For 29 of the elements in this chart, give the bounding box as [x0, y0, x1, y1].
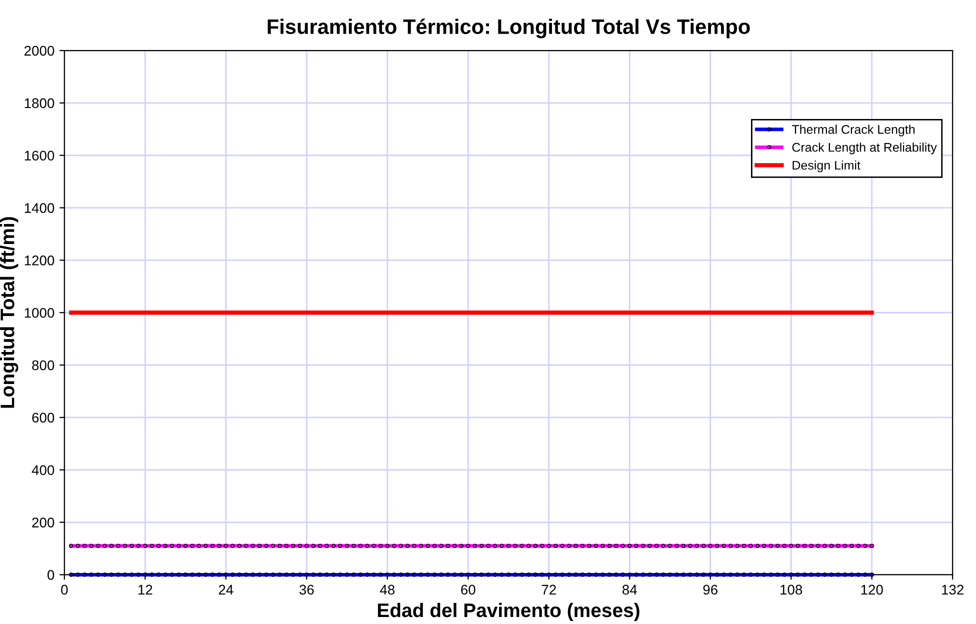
x-tick-label: 132: [942, 584, 964, 595]
x-tick-label: 96: [703, 584, 718, 595]
y-tick-label: 1400: [24, 203, 54, 213]
y-tick-label: 200: [32, 518, 54, 528]
chart-title: Fisuramiento Térmico: Longitud Total Vs Tiempo: [268, 18, 750, 38]
y-tick-label: 1600: [24, 150, 54, 161]
y-tick-label: 0: [48, 570, 54, 580]
y-tick-label: 800: [32, 360, 54, 370]
x-axis-title: Edad del Pavimento (meses): [378, 602, 640, 622]
x-tick-label: 12: [138, 584, 152, 594]
legend-label: Design Limit: [792, 160, 860, 172]
y-tick-label: 600: [32, 412, 54, 423]
y-tick-label: 1000: [24, 308, 54, 318]
x-tick-label: 84: [622, 584, 637, 595]
y-axis-title: Longitud Total (ft/mi): [0, 217, 18, 408]
x-tick-label: 48: [380, 584, 395, 595]
y-tick-label: 400: [32, 465, 54, 476]
legend-label: Crack Length at Reliability: [792, 142, 937, 154]
x-tick-label: 36: [299, 584, 314, 595]
legend-label: Thermal Crack Length: [792, 124, 915, 136]
y-tick-label: 1200: [24, 256, 54, 266]
x-tick-label: 24: [218, 584, 234, 594]
x-tick-label: 120: [861, 584, 883, 595]
x-tick-label: 0: [61, 584, 68, 595]
y-tick-label: 1800: [24, 98, 54, 108]
x-tick-label: 72: [542, 584, 556, 594]
y-tick-label: 2000: [24, 46, 54, 56]
x-tick-label: 60: [461, 584, 476, 595]
x-tick-label: 108: [780, 584, 802, 595]
